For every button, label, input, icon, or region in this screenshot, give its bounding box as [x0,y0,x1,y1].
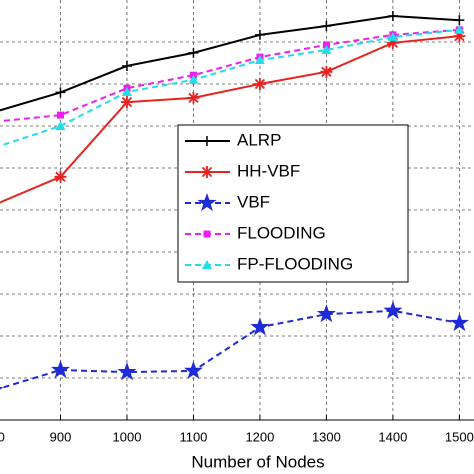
series-line [0,309,460,390]
marker [387,10,398,21]
marker [202,136,212,146]
marker [322,41,330,49]
marker [55,121,66,130]
marker [55,87,66,98]
legend-label: ALRP [237,130,281,149]
series-line [0,28,460,147]
legend-label: FLOODING [237,223,326,242]
x-tick-label: 1500 [445,429,474,444]
marker [188,74,199,84]
marker [453,30,466,43]
x-tick-label: 1100 [179,429,207,444]
x-tick-label: 800 [0,429,5,444]
x-tick-label: 1400 [378,429,407,444]
series-line [0,14,460,112]
x-tick-label: 1200 [245,429,274,444]
marker [183,360,203,379]
marker [54,170,67,183]
marker [56,111,64,119]
legend-label: HH-VBF [237,161,300,180]
legend-label: VBF [237,192,270,211]
marker [187,91,200,104]
marker [454,24,465,34]
marker [188,47,199,58]
marker [202,260,212,269]
series-line [0,28,460,123]
marker [316,304,336,323]
marker [454,15,465,26]
marker [254,29,265,40]
marker [121,86,132,96]
marker [117,362,137,381]
series-line [0,35,460,204]
legend: ALRP HH-VBF VBF FLOODING FP-FLOODING [177,124,409,283]
marker [203,230,211,238]
legend-label: FP-FLOODING [237,254,353,273]
marker [250,317,270,336]
x-tick-label: 1000 [113,429,142,444]
marker [120,96,133,109]
marker [253,78,266,90]
marker [383,300,403,319]
x-axis-label: Number of Nodes [191,452,324,471]
marker [121,60,132,71]
marker [50,359,71,379]
x-tick-label: 900 [50,429,72,444]
x-tick-label: 1300 [312,429,341,444]
marker [254,55,265,65]
marker [0,387,4,390]
marker [386,36,399,49]
marker [321,21,332,32]
marker [201,166,213,178]
marker [320,65,333,78]
marker [197,192,217,212]
marker [387,31,398,41]
marker [449,312,469,332]
marker [321,44,332,54]
